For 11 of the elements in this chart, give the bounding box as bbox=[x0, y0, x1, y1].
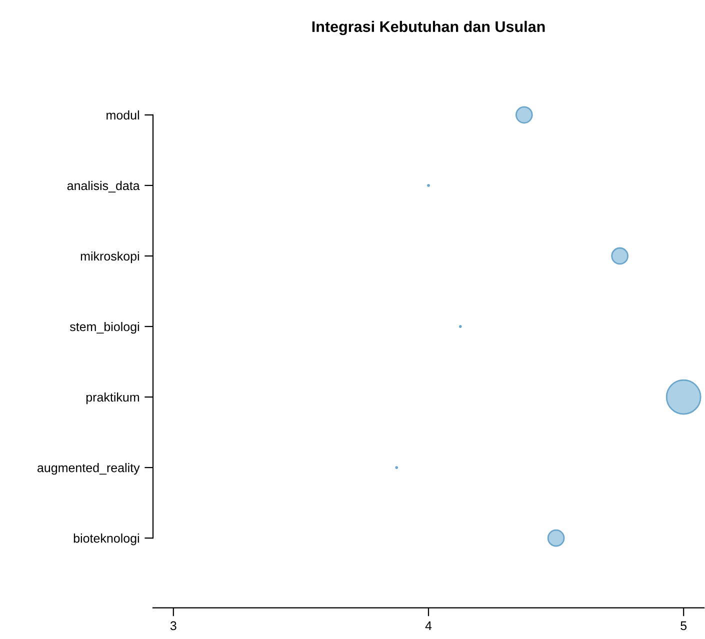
y-tick-label: analisis_data bbox=[67, 180, 140, 192]
y-tick-label: stem_biologi bbox=[70, 322, 139, 334]
y-tick-label: modul bbox=[106, 110, 139, 120]
x-tick-label: 4 bbox=[425, 621, 432, 630]
y-tick-label: mikroskopi bbox=[80, 251, 139, 264]
chart-title: Integrasi Kebutuhan dan Usulan bbox=[312, 20, 545, 36]
y-tick-label: praktikum bbox=[86, 392, 139, 404]
y-tick-label: augmented_reality bbox=[38, 463, 140, 475]
y-tick-label: bioteknologi bbox=[74, 534, 139, 546]
x-tick-label: 3 bbox=[170, 621, 176, 630]
x-tick-label: 5 bbox=[680, 621, 687, 630]
